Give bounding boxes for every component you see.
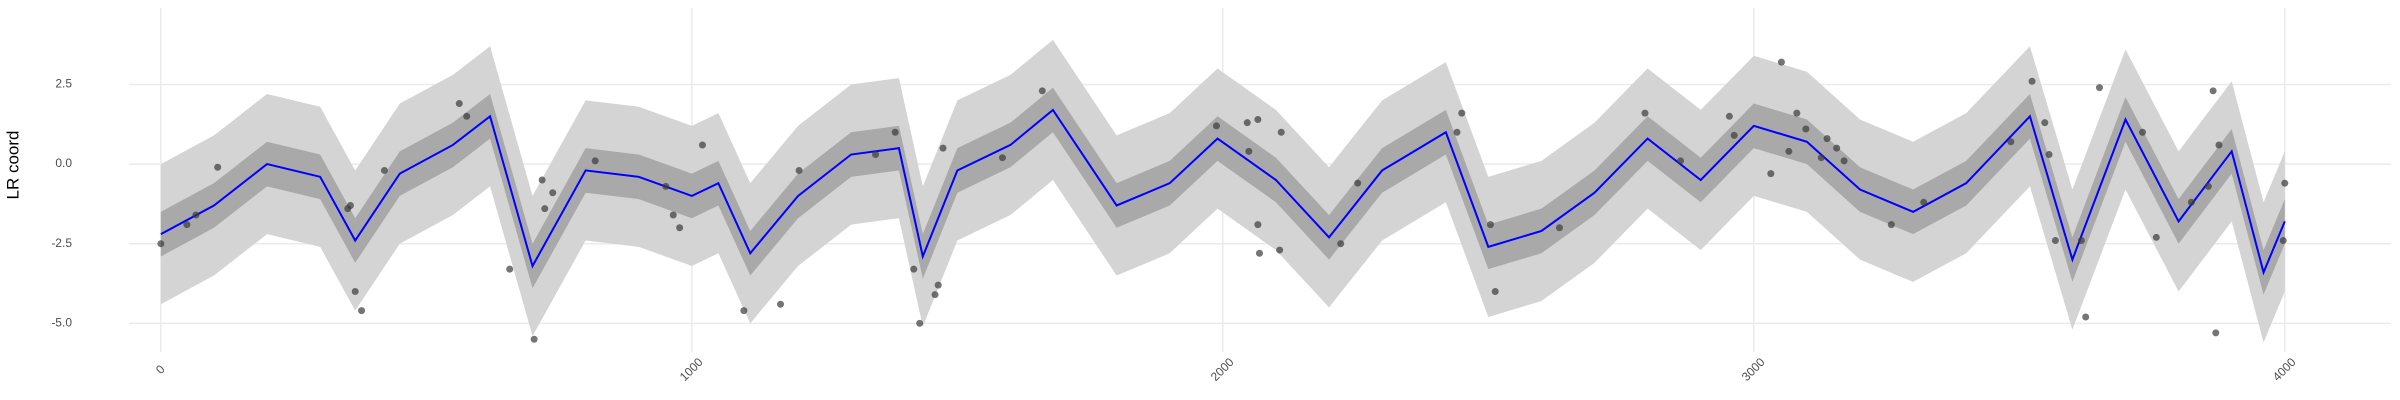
data-point	[1833, 144, 1841, 152]
data-point	[1725, 112, 1733, 120]
data-point	[2212, 329, 2220, 337]
data-point	[916, 319, 924, 327]
data-point	[1453, 128, 1461, 136]
data-point	[541, 205, 549, 213]
data-point	[157, 240, 165, 248]
data-point	[910, 265, 918, 273]
data-point	[1354, 179, 1362, 187]
data-point	[2077, 237, 2085, 245]
x-tick-label: 1000	[677, 355, 706, 384]
data-point	[2045, 151, 2053, 159]
data-point	[358, 307, 366, 315]
data-point	[2095, 84, 2103, 92]
data-point	[1920, 198, 1928, 206]
data-point	[1887, 221, 1895, 229]
data-point	[183, 221, 191, 229]
data-point	[1486, 221, 1494, 229]
data-point	[934, 281, 942, 289]
data-point	[346, 201, 354, 209]
data-point	[530, 335, 538, 343]
data-point	[1212, 122, 1220, 130]
data-point	[1337, 240, 1345, 248]
data-point	[1245, 147, 1253, 155]
data-point	[192, 211, 200, 219]
data-point	[1730, 131, 1738, 139]
data-point	[891, 128, 899, 136]
data-point	[740, 307, 748, 315]
data-point	[1491, 287, 1499, 295]
data-point	[795, 166, 803, 174]
data-point	[1840, 157, 1848, 165]
data-point	[2138, 128, 2146, 136]
data-point	[1555, 224, 1563, 232]
data-point	[1802, 125, 1810, 133]
data-point	[351, 287, 359, 295]
data-point	[549, 189, 557, 197]
data-point	[538, 176, 546, 184]
data-point	[2215, 141, 2223, 149]
data-point	[662, 182, 670, 190]
data-point	[939, 144, 947, 152]
data-point	[1277, 128, 1285, 136]
y-tick-label: 2.5	[55, 77, 72, 91]
data-point	[676, 224, 684, 232]
data-point	[1458, 109, 1466, 117]
data-point	[455, 100, 463, 108]
data-point	[2279, 237, 2287, 245]
data-point	[1793, 109, 1801, 117]
y-tick-label: -2.5	[51, 236, 72, 250]
data-point	[2187, 198, 2195, 206]
data-point	[380, 166, 388, 174]
data-point	[2051, 237, 2059, 245]
data-point	[1254, 221, 1262, 229]
data-point	[1243, 119, 1251, 127]
data-point	[777, 300, 785, 308]
data-point	[506, 265, 514, 273]
data-point	[2028, 77, 2036, 85]
data-point	[2204, 182, 2212, 190]
data-point	[1254, 115, 1262, 123]
data-point	[698, 141, 706, 149]
data-point	[998, 154, 1006, 162]
data-point	[1677, 157, 1685, 165]
data-point	[1255, 249, 1263, 257]
data-point	[1777, 58, 1785, 66]
data-point	[1767, 170, 1775, 178]
mean-line	[160, 108, 2286, 276]
data-point	[669, 211, 677, 219]
data-point	[2209, 87, 2217, 95]
data-point	[1785, 147, 1793, 155]
data-point	[2041, 119, 2049, 127]
data-point	[1038, 87, 1046, 95]
data-point	[1276, 246, 1284, 254]
data-point	[872, 151, 880, 159]
data-point	[2082, 313, 2090, 321]
x-tick-label: 2000	[1208, 355, 1237, 384]
x-tick-label: 4000	[2270, 355, 2299, 384]
data-point	[214, 163, 222, 171]
credible-band	[160, 87, 2285, 295]
x-tick-label: 0	[153, 362, 168, 377]
data-point	[1641, 109, 1649, 117]
data-point	[2007, 138, 2015, 146]
y-tick-label: -5.0	[51, 316, 72, 330]
data-point	[463, 112, 471, 120]
y-axis-label: LR coord	[3, 131, 22, 200]
data-point	[1823, 135, 1831, 143]
x-tick-label: 3000	[1739, 355, 1768, 384]
data-point	[1817, 154, 1825, 162]
y-tick-label: 0.0	[55, 156, 72, 170]
data-point	[591, 157, 599, 165]
data-point	[931, 291, 939, 299]
data-point	[2152, 233, 2160, 241]
data-point	[2281, 179, 2289, 187]
